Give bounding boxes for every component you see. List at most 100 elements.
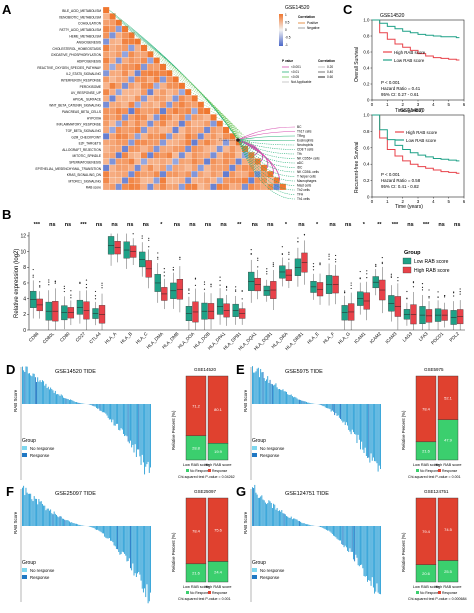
waterfall-bar — [350, 526, 352, 552]
heatmap-cell — [166, 107, 173, 115]
heatmap-cell — [178, 152, 186, 159]
waterfall-bar — [146, 404, 148, 465]
pathway-label: PEROXISOME — [80, 85, 101, 89]
os-y-tick-label: 0 — [367, 98, 370, 103]
waterfall-bar — [56, 514, 57, 526]
heatmap-cell — [210, 170, 217, 178]
waterfall-bar — [111, 404, 113, 423]
heatmap-cell — [102, 95, 110, 102]
waterfall-bar — [134, 404, 136, 445]
waterfall-bar — [31, 499, 33, 526]
tide-panels: GSE14520 TIDE RAB Score Group No response Re… — [13, 366, 467, 604]
waterfall-bar — [254, 484, 256, 526]
waterfall-bar — [65, 520, 67, 526]
outlier-point — [272, 265, 274, 267]
waterfall-bar — [378, 526, 380, 594]
heatmap-cell — [172, 95, 179, 102]
heatmap-cell — [191, 107, 198, 115]
heatmap-cell — [121, 164, 129, 172]
heatmap-cell — [172, 158, 179, 165]
significance-label: ns — [329, 222, 335, 228]
waterfall-bar — [24, 495, 26, 526]
legend-r-item: 0.20 — [327, 65, 333, 69]
tide-legend-resp: Response — [30, 453, 50, 458]
pathway-label: WNT_BETA_CATENIN_SIGNALING — [49, 104, 101, 108]
significance-label: ** — [377, 222, 382, 228]
waterfall-bar — [33, 373, 35, 404]
correlation-link — [165, 66, 239, 141]
gene-label: HLA_B — [119, 331, 133, 345]
heatmap-cell — [178, 82, 186, 90]
heatmap-colorbar: 1 0.5 0 -0.5 -1 — [279, 13, 291, 47]
heatmap-cell — [134, 114, 141, 121]
rfs-p-value: P < 0.001 — [381, 172, 400, 177]
heatmap-cell — [128, 139, 135, 146]
stack-category-label: High RAB score — [204, 463, 231, 467]
stack-y-label: Relative Percent (%) — [401, 532, 406, 572]
heatmap-cell — [140, 133, 148, 140]
pathway-label: INFLAMMATORY_RESPONSE — [57, 123, 101, 127]
outlier-point — [226, 285, 228, 288]
waterfall-bar — [374, 404, 376, 462]
heatmap-cell — [109, 145, 116, 153]
waterfall-bar — [367, 404, 368, 458]
waterfall-bar — [124, 404, 126, 437]
heatmap-cell — [241, 164, 249, 172]
heatmap-cell — [159, 120, 167, 127]
waterfall-bar — [291, 519, 293, 526]
heatmap-cell — [140, 88, 148, 96]
heatmap-cell — [153, 63, 160, 71]
waterfall-bar — [144, 404, 146, 475]
waterfall-bar — [77, 524, 79, 526]
heatmap-cell — [166, 139, 173, 146]
outlier-point — [70, 290, 72, 292]
heatmap-cell — [121, 145, 129, 153]
rfs-x-label: Time (years) — [395, 204, 423, 210]
tide-legend-noresp: No response — [260, 568, 285, 573]
heatmap-cell — [254, 183, 261, 191]
heatmap-cell — [166, 120, 173, 127]
waterfall-bar — [259, 497, 260, 526]
outlier-point — [226, 286, 228, 289]
heatmap-cell — [216, 177, 223, 184]
waterfall-bar — [111, 526, 113, 541]
os-x-tick-label: 3 — [417, 102, 420, 107]
heatmap-cell — [203, 170, 211, 178]
outlier-point — [297, 237, 299, 239]
waterfall-bar — [39, 501, 41, 526]
heatmap-cell — [178, 120, 186, 127]
outlier-point — [94, 295, 97, 297]
os-y-tick-label: 0.2 — [363, 82, 370, 87]
heatmap-cell — [197, 139, 205, 146]
waterfall-bar — [77, 402, 79, 404]
waterfall-bar — [53, 511, 55, 526]
heatmap-cell — [115, 44, 123, 52]
waterfall-bar — [306, 524, 307, 526]
waterfall-bar — [67, 520, 69, 526]
waterfall-bar — [51, 389, 53, 404]
rfs-y-tick-label: 0.2 — [363, 178, 370, 183]
waterfall-bar — [139, 526, 141, 575]
waterfall-bar — [302, 523, 304, 526]
waterfall-bar — [330, 526, 332, 533]
heatmap-cell — [147, 114, 154, 121]
colorbar-tick: 0 — [285, 28, 287, 32]
rfs-legend-high: High RAB score — [406, 130, 438, 135]
legend-p-item: <0.05 — [291, 75, 299, 79]
pathway-label: KRAS_SIGNALING_DN — [67, 173, 102, 177]
outlier-point — [132, 233, 134, 235]
waterfall-bar — [61, 395, 63, 404]
correlation-link — [184, 85, 239, 141]
tide-legend-resp: Response — [260, 575, 280, 580]
waterfall-bar — [335, 404, 337, 414]
panel-g-letter: G — [236, 484, 246, 499]
heatmap-cell — [222, 126, 230, 134]
waterfall-bar — [44, 385, 46, 404]
legend-r-item: 0.40 — [327, 70, 333, 74]
waterfall-bar — [276, 387, 278, 404]
rfs-low-rab-curve — [372, 114, 460, 162]
waterfall-bar — [280, 511, 282, 526]
waterfall-bar — [261, 495, 263, 526]
heatmap-cell — [172, 120, 179, 127]
heatmap-cell — [109, 32, 116, 39]
